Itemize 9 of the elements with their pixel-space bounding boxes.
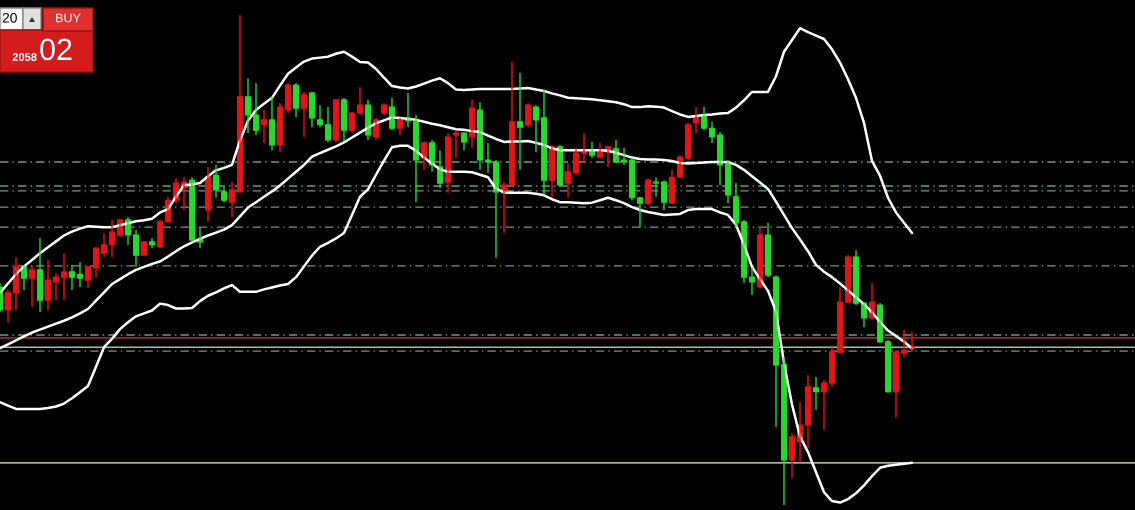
candlestick	[653, 176, 659, 198]
candlestick	[453, 129, 459, 159]
annotation: 20	[2, 12, 17, 23]
candlestick	[621, 147, 627, 166]
annotation: BUY	[56, 13, 81, 23]
candlestick	[485, 142, 491, 174]
annotation: 2058	[12, 53, 37, 61]
candlestick	[141, 241, 147, 256]
annotation: 02	[40, 38, 72, 61]
